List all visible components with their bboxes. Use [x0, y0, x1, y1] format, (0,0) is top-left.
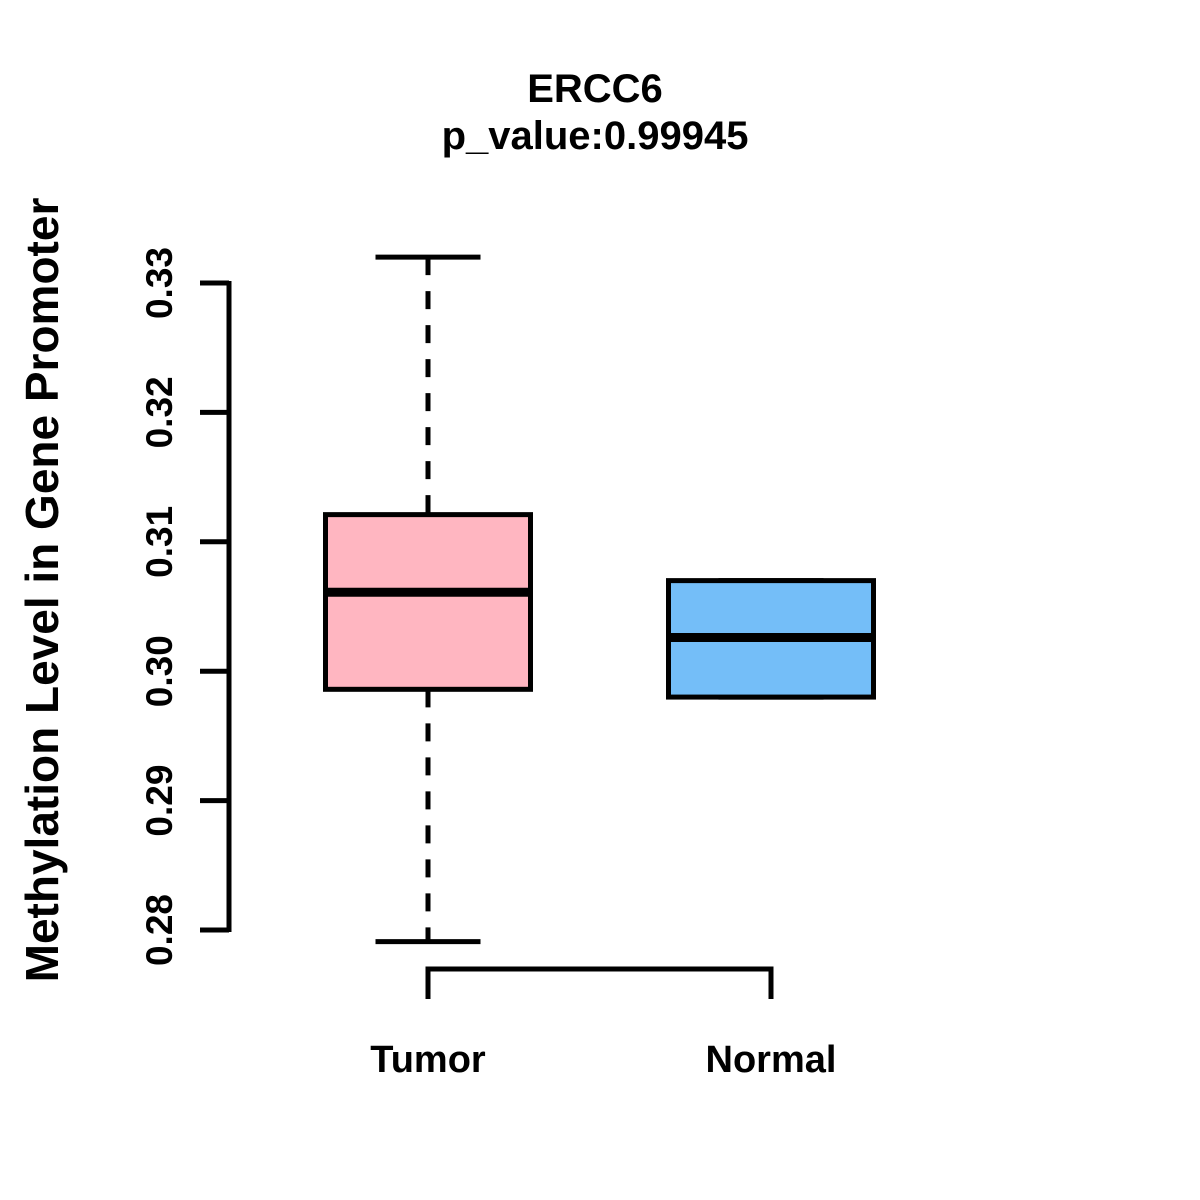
y-tick-label: 0.33	[139, 247, 180, 319]
y-tick-label: 0.29	[139, 765, 180, 837]
p-value-subtitle: p_value:0.99945	[441, 114, 749, 158]
tumor-box	[323, 512, 533, 692]
chart-title: ERCC6	[527, 67, 663, 111]
chart-title-block: ERCC6 p_value:0.99945	[0, 66, 1190, 160]
y-tick-label: 0.30	[139, 635, 180, 707]
category-label-normal: Normal	[706, 1039, 837, 1081]
category-label-tumor: Tumor	[370, 1039, 486, 1081]
y-tick-label: 0.28	[139, 894, 180, 966]
y-tick-label: 0.31	[139, 506, 180, 578]
x-axis-bracket	[425, 966, 774, 999]
y-tick-label: 0.32	[139, 376, 180, 448]
